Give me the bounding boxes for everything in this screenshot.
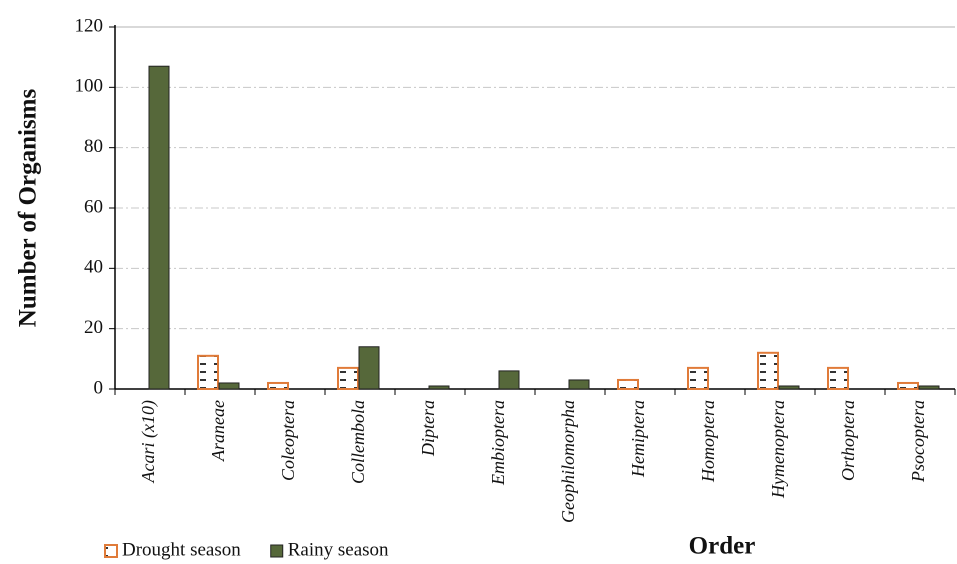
y-tick-label: 80	[84, 136, 103, 157]
legend-label: Drought season	[122, 539, 241, 560]
y-tick-label: 60	[84, 196, 103, 217]
x-tick-label: Homoptera	[698, 400, 718, 483]
bar	[778, 385, 800, 390]
bar	[757, 351, 779, 390]
x-tick-label: Diptera	[418, 400, 438, 457]
y-axis-title: Number of Organisms	[15, 89, 42, 328]
x-axis-title: Order	[689, 533, 756, 560]
x-tick-label: Hymenoptera	[768, 400, 788, 499]
x-tick-label: Coleoptera	[278, 400, 298, 481]
bar	[197, 354, 219, 391]
bar	[148, 65, 170, 390]
x-tick-label: Psocoptera	[908, 400, 928, 483]
y-tick-label: 100	[75, 76, 104, 97]
bar	[687, 366, 709, 390]
x-tick-label: Araneae	[208, 400, 228, 462]
bar	[827, 366, 849, 390]
legend-label: Rainy season	[288, 539, 389, 560]
bar	[568, 379, 590, 390]
bar	[218, 382, 240, 390]
x-tick-label: Embioptera	[488, 400, 508, 486]
x-tick-label: Collembola	[348, 400, 368, 484]
x-tick-label: Acari (x10)	[138, 400, 159, 483]
bar	[267, 381, 289, 391]
bar	[897, 381, 919, 391]
bar	[428, 385, 450, 390]
bar	[498, 370, 520, 390]
y-tick-label: 120	[75, 15, 104, 36]
x-tick-label: Geophilomorpha	[558, 400, 578, 523]
y-tick-label: 0	[94, 377, 104, 398]
x-tick-label: Hemiptera	[628, 400, 648, 478]
bar	[918, 385, 940, 390]
x-tick-label: Orthoptera	[838, 400, 858, 481]
bar	[358, 346, 380, 390]
legend-swatch	[104, 544, 118, 558]
y-tick-label: 20	[84, 317, 103, 338]
bar	[337, 366, 359, 390]
bar	[617, 378, 639, 391]
y-tick-label: 40	[84, 257, 103, 278]
legend-swatch	[270, 544, 284, 558]
